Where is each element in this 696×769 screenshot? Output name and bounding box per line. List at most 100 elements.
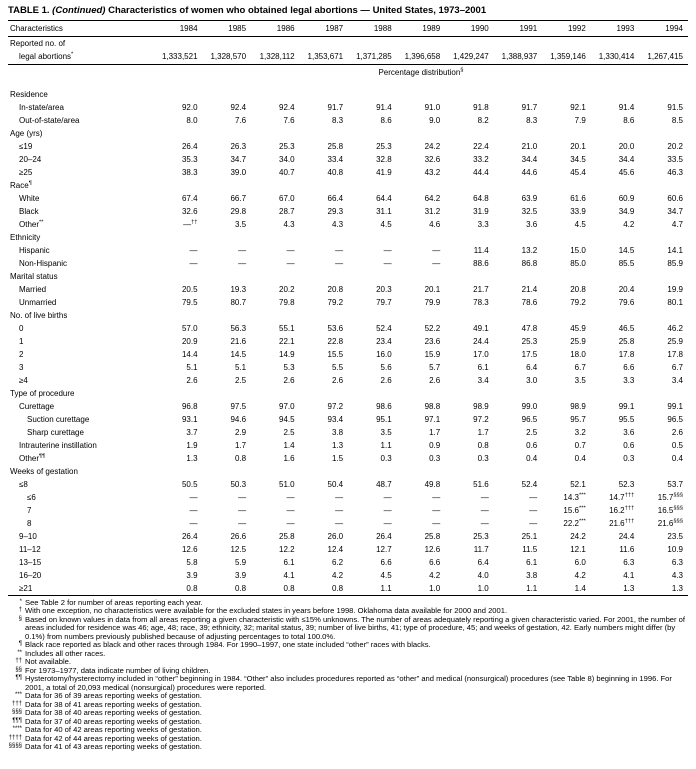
value-cell: 0.8 <box>234 453 247 463</box>
value-cell: — <box>432 492 441 502</box>
footnote-symbol: ¶¶ <box>15 675 22 681</box>
data-row: 11–12 12.6 12.5 12.2 12.4 12.7 12.6 11.7 11.5 12.… <box>8 543 688 556</box>
value-cell: 26.4 <box>181 141 198 151</box>
value-cell: 2.9 <box>234 427 247 437</box>
value-cell: — <box>529 492 538 502</box>
value-cell: 26.3 <box>230 141 247 151</box>
value-cell: 12.4 <box>327 544 344 554</box>
footnote: * See Table 2 for number of areas reporti… <box>8 597 688 608</box>
value-cell: 12.6 <box>424 544 441 554</box>
value-cell: — <box>335 492 344 502</box>
value-cell: 92.4 <box>230 102 247 112</box>
value-cell: 2.6 <box>429 375 441 385</box>
value-cell: — <box>432 258 441 268</box>
value-cell: 6.6 <box>380 557 392 567</box>
value-cell: 17.5 <box>521 349 538 359</box>
year-column-header: 1990 <box>445 21 494 37</box>
value-cell: 78.3 <box>473 297 489 307</box>
data-row: 8 — — — — — — — — 22.2*** 21.6††† 21.6§§§ <box>8 517 688 530</box>
value-cell: 14.3*** <box>563 491 586 502</box>
value-cell: 6.3 <box>623 557 635 567</box>
value-cell: 4.2 <box>623 219 635 229</box>
footnote-text: See Table 2 for number of areas reportin… <box>25 597 203 607</box>
characteristics-table: Characteristics 1984 1985 1986 1987 1988 1989… <box>8 21 688 596</box>
year-column-header: 1986 <box>251 21 300 37</box>
value-cell: 5.1 <box>234 362 247 372</box>
value-cell: 51.6 <box>473 479 489 489</box>
value-cell: 6.7 <box>574 362 586 372</box>
data-row: 0 57.0 56.3 55.1 53.6 52.4 52.2 49.1 47.8 45.9 46.… <box>8 322 688 335</box>
value-cell: 4.5 <box>380 219 392 229</box>
section-header-row: Age (yrs) <box>8 127 688 140</box>
value-cell: 79.9 <box>424 297 441 307</box>
footnote: §§§§ Data for 41 of 43 areas reporting we… <box>8 742 688 752</box>
footnote-symbol: ** <box>17 649 22 656</box>
footnote-marker: *** <box>579 504 586 511</box>
value-cell: 4.2 <box>574 570 586 580</box>
row-label: Black <box>19 206 39 216</box>
value-cell: 8.0 <box>186 115 198 125</box>
footnote-text: Data for 37 of 40 areas reporting weeks … <box>25 716 202 726</box>
value-cell: — <box>432 245 441 255</box>
value-cell: 25.8 <box>279 531 295 541</box>
value-cell: 63.9 <box>521 193 538 203</box>
value-cell: 33.9 <box>570 206 586 216</box>
value-cell: — <box>480 505 489 515</box>
row-label: Other** <box>19 218 44 229</box>
data-row: ≤19 26.4 26.3 25.3 25.8 25.3 24.2 22.4 21.0 20.1 2… <box>8 140 688 153</box>
footnote-text: With one exception, no characteristics w… <box>25 606 508 615</box>
value-cell: 4.2 <box>332 570 344 580</box>
row-label: ≥21 <box>19 583 33 593</box>
value-cell: 8.6 <box>380 115 392 125</box>
value-cell: 60.9 <box>618 193 635 203</box>
value-cell: 3.9 <box>234 570 247 580</box>
value-cell: 91.4 <box>376 102 392 112</box>
value-cell: 0.3 <box>380 453 392 463</box>
value-cell: 49.8 <box>424 479 441 489</box>
table-body: Reported no. of legal abortions* 1,333,5… <box>8 37 688 596</box>
value-cell: 45.9 <box>570 323 586 333</box>
footnote-text: Includes all other races. <box>25 648 106 658</box>
value-cell: 25.3 <box>521 336 538 346</box>
data-row: Unmarried 79.5 80.7 79.8 79.2 79.7 79.9 78.3 78.… <box>8 296 688 309</box>
value-cell: 15.5 <box>327 349 344 359</box>
value-cell: 85.9 <box>667 258 683 268</box>
value-cell: 16.5§§§ <box>657 504 683 515</box>
data-row: Intrauterine instillation 1.9 1.7 1.4 1.3 1.1… <box>8 439 688 452</box>
data-row: Out-of-state/area 8.0 7.6 7.6 8.3 8.6 9.0 8.2 8.… <box>8 114 688 127</box>
reported-row: legal abortions* 1,333,521 1,328,570 1,328… <box>8 50 688 65</box>
value-cell: 0.8 <box>332 583 344 593</box>
value-cell: 29.8 <box>230 206 247 216</box>
value-cell: 10.9 <box>667 544 683 554</box>
value-cell: 8.5 <box>671 115 683 125</box>
value-cell: 4.3 <box>332 219 344 229</box>
value-cell: 25.8 <box>327 141 344 151</box>
value-cell: 3.3 <box>477 219 489 229</box>
value-cell: 4.1 <box>623 570 635 580</box>
data-row: Hispanic — — — — — — 11.4 13.2 15.0 14.5 14.1 <box>8 244 688 257</box>
reported-abortions-value: 1,333,521 <box>154 50 203 65</box>
value-cell: 52.3 <box>618 479 635 489</box>
value-cell: 23.6 <box>424 336 441 346</box>
row-label: Married <box>19 284 47 294</box>
value-cell: 0.6 <box>526 440 538 450</box>
row-label: ≤6 <box>27 492 36 502</box>
value-cell: —†† <box>183 218 198 229</box>
value-cell: 96.5 <box>667 414 683 424</box>
reported-abortions-value: 1,353,671 <box>299 50 349 65</box>
value-cell: 39.0 <box>230 167 247 177</box>
value-cell: 99.1 <box>667 401 683 411</box>
value-cell: 24.4 <box>473 336 489 346</box>
value-cell: — <box>189 505 198 515</box>
value-cell: 4.1 <box>283 570 295 580</box>
value-cell: 79.7 <box>376 297 392 307</box>
row-label: White <box>19 193 40 203</box>
reported-abortions-value: 1,429,247 <box>445 50 494 65</box>
footnote-symbol: ¶ <box>18 641 22 647</box>
value-cell: 12.2 <box>279 544 295 554</box>
value-cell: 93.4 <box>327 414 344 424</box>
value-cell: 1.7 <box>429 427 441 437</box>
value-cell: — <box>238 258 247 268</box>
year-column-header: 1987 <box>299 21 349 37</box>
value-cell: 1.3 <box>671 583 683 593</box>
